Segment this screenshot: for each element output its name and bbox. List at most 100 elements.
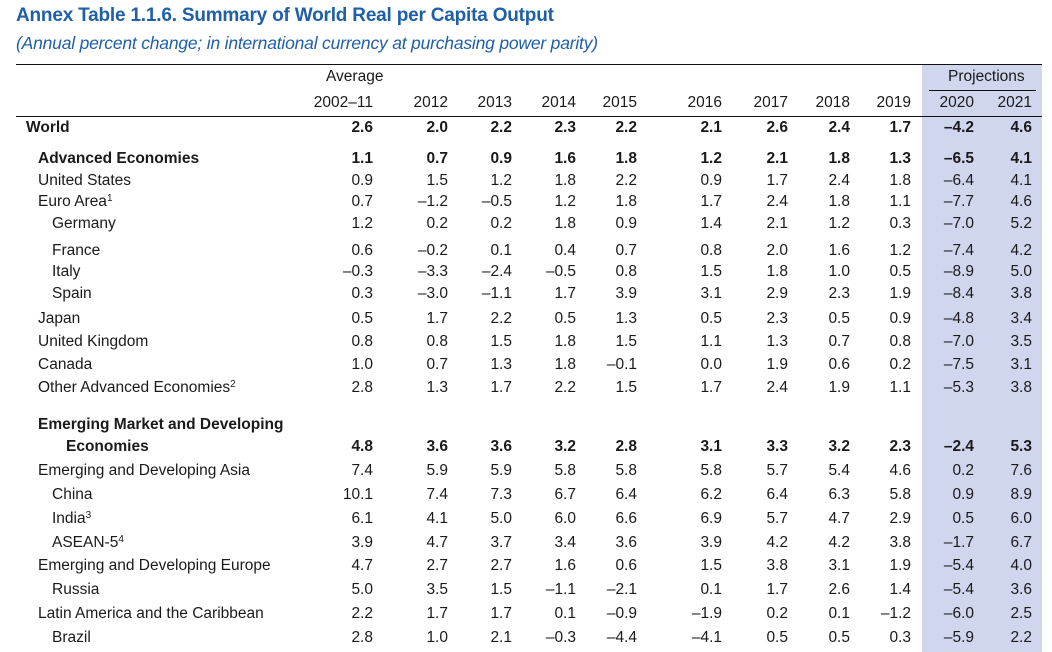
table-cell: 4.7 bbox=[351, 557, 373, 574]
table-cell: 5.2 bbox=[1010, 215, 1032, 232]
table-cell: 3.2 bbox=[554, 438, 576, 455]
table-cell: 4.1 bbox=[1010, 150, 1032, 167]
table-cell: 0.9 bbox=[351, 172, 373, 189]
table-cell: 0.8 bbox=[889, 333, 911, 350]
table-cell: 0.7 bbox=[615, 242, 637, 259]
row-label: Advanced Economies bbox=[38, 150, 199, 168]
table-cell: –5.4 bbox=[943, 581, 974, 598]
table-cell: 5.9 bbox=[490, 462, 512, 479]
table-cell: 1.7 bbox=[889, 119, 911, 136]
table-cell: 3.8 bbox=[1010, 379, 1032, 396]
table-cell: 2.5 bbox=[1010, 605, 1032, 622]
table-cell: 6.7 bbox=[554, 486, 576, 503]
table-cell: 2.4 bbox=[766, 193, 788, 210]
table-cell: 0.3 bbox=[351, 285, 373, 302]
table-cell: 0.7 bbox=[828, 333, 850, 350]
table-cell: 6.4 bbox=[766, 486, 788, 503]
table-cell: 2.8 bbox=[351, 629, 373, 646]
projections-rule bbox=[929, 90, 1036, 91]
table-cell: 4.7 bbox=[828, 510, 850, 527]
row-label-text: Canada bbox=[38, 356, 93, 373]
table-cell: 1.0 bbox=[426, 629, 448, 646]
table-cell: 0.9 bbox=[889, 310, 911, 327]
table-cell: 2.8 bbox=[351, 379, 373, 396]
table-cell: 2.4 bbox=[766, 379, 788, 396]
top-rule bbox=[16, 64, 1042, 65]
table-cell: –7.0 bbox=[943, 333, 974, 350]
table-cell: 0.2 bbox=[952, 462, 974, 479]
table-cell: 3.6 bbox=[490, 438, 512, 455]
table-cell: 3.6 bbox=[426, 438, 448, 455]
row-label: Euro Area1 bbox=[38, 193, 113, 211]
table-cell: 0.2 bbox=[766, 605, 788, 622]
table-cell: 2.2 bbox=[490, 310, 512, 327]
row-label-text: Germany bbox=[52, 215, 116, 232]
row-label-continuation: Economies bbox=[66, 438, 149, 455]
table-cell: 1.5 bbox=[426, 172, 448, 189]
table-cell: 3.1 bbox=[700, 285, 722, 302]
row-label-text: India bbox=[52, 510, 86, 527]
table-cell: 6.2 bbox=[700, 486, 722, 503]
table-cell: 3.6 bbox=[1010, 581, 1032, 598]
table-cell: 2.0 bbox=[766, 242, 788, 259]
table-cell: 0.6 bbox=[615, 557, 637, 574]
table-cell: 1.5 bbox=[615, 333, 637, 350]
column-header: 2016 bbox=[687, 94, 722, 111]
table-cell: 5.4 bbox=[828, 462, 850, 479]
table-cell: 2.0 bbox=[426, 119, 448, 136]
table-cell: 4.7 bbox=[426, 534, 448, 551]
row-label-text: Euro Area bbox=[38, 193, 107, 210]
row-label: Emerging and Developing Asia bbox=[38, 462, 250, 480]
row-label-text: Advanced Economies bbox=[38, 150, 200, 167]
footnote-marker: 1 bbox=[106, 193, 113, 204]
table-cell: –5.4 bbox=[943, 557, 974, 574]
row-label: Latin America and the Caribbean bbox=[38, 605, 264, 623]
table-cell: 0.8 bbox=[351, 333, 373, 350]
table-cell: 1.8 bbox=[615, 150, 637, 167]
table-cell: 0.2 bbox=[490, 215, 512, 232]
table-cell: 1.2 bbox=[351, 215, 373, 232]
table-title: Annex Table 1.1.6. Summary of World Real… bbox=[16, 5, 554, 26]
table-cell: 1.7 bbox=[426, 310, 448, 327]
table-cell: 4.6 bbox=[1010, 119, 1032, 136]
table-cell: 4.1 bbox=[426, 510, 448, 527]
table-cell: –7.5 bbox=[943, 356, 974, 373]
table-cell: 5.8 bbox=[554, 462, 576, 479]
table-cell: 3.8 bbox=[889, 534, 911, 551]
row-label-text: Latin America and the Caribbean bbox=[38, 605, 264, 622]
table-cell: –4.2 bbox=[943, 119, 974, 136]
table-cell: 1.8 bbox=[889, 172, 911, 189]
table-cell: –6.5 bbox=[943, 150, 974, 167]
table-cell: 0.9 bbox=[700, 172, 722, 189]
row-label: Brazil bbox=[52, 629, 91, 647]
table-cell: 3.1 bbox=[700, 438, 722, 455]
table-cell: 3.1 bbox=[828, 557, 850, 574]
table-cell: 1.6 bbox=[554, 150, 576, 167]
table-cell: –5.3 bbox=[943, 379, 974, 396]
column-header: 2017 bbox=[753, 94, 788, 111]
table-cell: 1.3 bbox=[615, 310, 637, 327]
table-cell: 2.4 bbox=[828, 172, 850, 189]
table-cell: 1.7 bbox=[554, 285, 576, 302]
header-rule bbox=[16, 116, 1042, 117]
row-label-text: China bbox=[52, 486, 93, 503]
table-cell: –1.1 bbox=[545, 581, 576, 598]
table-cell: 0.1 bbox=[554, 605, 576, 622]
table-cell: 1.8 bbox=[554, 172, 576, 189]
table-cell: 0.8 bbox=[615, 263, 637, 280]
table-cell: 0.9 bbox=[615, 215, 637, 232]
table-cell: 3.7 bbox=[490, 534, 512, 551]
table-cell: –1.2 bbox=[880, 605, 911, 622]
table-cell: 1.7 bbox=[426, 605, 448, 622]
table-cell: –6.4 bbox=[943, 172, 974, 189]
table-cell: 2.7 bbox=[490, 557, 512, 574]
row-label: Canada bbox=[38, 356, 92, 374]
table-cell: 2.3 bbox=[889, 438, 911, 455]
table-cell: –0.3 bbox=[545, 629, 576, 646]
table-cell: 7.4 bbox=[351, 462, 373, 479]
table-cell: 5.0 bbox=[351, 581, 373, 598]
row-label-text: United Kingdom bbox=[38, 333, 149, 350]
table-cell: –4.8 bbox=[943, 310, 974, 327]
column-header: 2014 bbox=[541, 94, 576, 111]
table-cell: 1.8 bbox=[554, 215, 576, 232]
